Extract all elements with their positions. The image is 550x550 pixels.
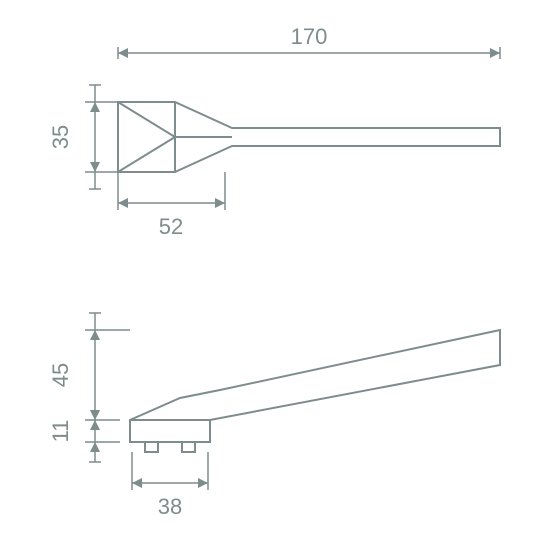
dim-45: 45 (48, 313, 130, 420)
dim-35-label: 35 (48, 125, 73, 149)
dim-38-label: 38 (158, 494, 182, 519)
dim-45-label: 45 (48, 363, 73, 387)
handle-side-view (130, 330, 500, 452)
dim-170-label: 170 (291, 24, 328, 49)
technical-drawing: 170 35 52 (0, 0, 550, 550)
dim-52-label: 52 (159, 214, 183, 239)
dim-11-label: 11 (48, 420, 73, 443)
dim-170: 170 (118, 24, 500, 59)
dim-35: 35 (48, 85, 118, 189)
dim-52: 52 (118, 172, 225, 239)
dim-38: 38 (132, 452, 208, 519)
dim-11: 11 (48, 410, 120, 462)
handle-top-view (118, 102, 500, 172)
